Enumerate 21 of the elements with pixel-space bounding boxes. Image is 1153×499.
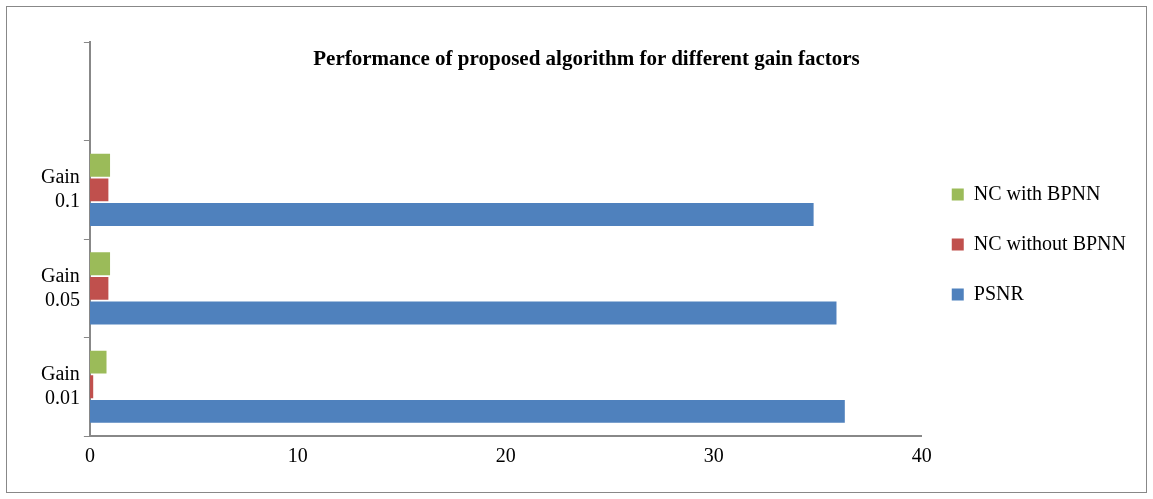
bar [89, 203, 814, 226]
x-tick-label: 20 [495, 444, 516, 467]
legend-label: NC with BPNN [973, 181, 1101, 204]
bar [89, 276, 109, 300]
y-tick-label: Gain 0.01 [40, 362, 80, 409]
y-tick-label: Gain 0.1 [40, 165, 80, 212]
x-tick-label: 40 [911, 444, 932, 467]
chart-title: Performance of proposed algorithm for different gain factors [313, 46, 860, 71]
bar [89, 153, 111, 177]
bar [89, 375, 94, 399]
x-tick-label: 0 [84, 444, 95, 467]
bar [89, 350, 107, 374]
bar [89, 252, 111, 276]
x-tick-label: 30 [703, 444, 724, 467]
bar [89, 301, 837, 325]
x-tick-label: 10 [287, 444, 308, 467]
bar [89, 178, 109, 202]
y-tick-label: Gain 0.05 [40, 263, 80, 310]
legend-label: NC without BPNN [973, 231, 1126, 254]
bar [89, 399, 845, 423]
legend-label: PSNR [973, 281, 1025, 304]
